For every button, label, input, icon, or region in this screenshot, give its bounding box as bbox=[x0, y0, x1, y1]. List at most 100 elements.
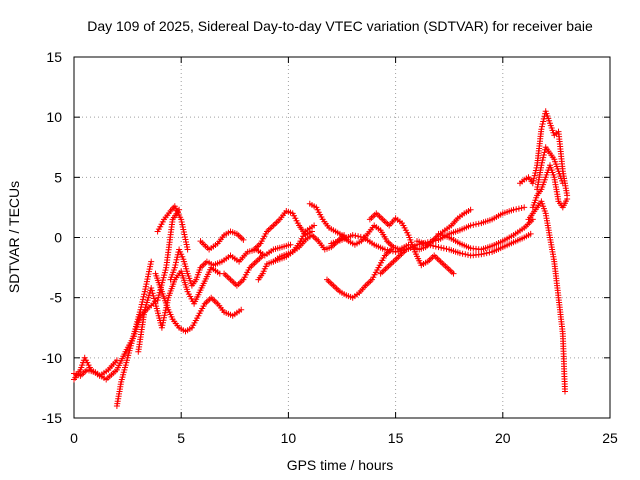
series-line bbox=[137, 266, 221, 352]
data-point-marker bbox=[486, 249, 493, 256]
data-series bbox=[71, 108, 571, 409]
series-track-16 bbox=[366, 210, 457, 277]
x-axis-label: GPS time / hours bbox=[287, 457, 394, 473]
axis-ticks: 0 5 10 15 20 25 -15 -10 -5 0 5 10 15 bbox=[42, 49, 618, 446]
series-track-3 bbox=[113, 258, 155, 409]
data-point-marker bbox=[148, 285, 155, 291]
data-point-marker bbox=[450, 270, 457, 277]
data-point-marker bbox=[151, 295, 157, 302]
data-point-marker bbox=[387, 247, 394, 254]
data-point-marker bbox=[427, 242, 434, 249]
series-track-11 bbox=[270, 232, 348, 265]
series-track-1 bbox=[71, 206, 183, 383]
series-track-19 bbox=[435, 216, 536, 253]
data-point-marker bbox=[140, 293, 147, 300]
data-point-marker bbox=[171, 264, 178, 271]
series-track-4 bbox=[135, 264, 223, 355]
data-point-marker bbox=[355, 233, 362, 240]
data-point-marker bbox=[539, 123, 545, 130]
data-point-marker bbox=[540, 152, 547, 158]
data-point-marker bbox=[238, 306, 245, 313]
data-point-marker bbox=[440, 245, 447, 252]
data-point-marker bbox=[470, 221, 477, 228]
data-point-marker bbox=[352, 232, 359, 239]
data-point-marker bbox=[510, 206, 517, 213]
y-tick-label: -5 bbox=[50, 290, 63, 306]
data-point-marker bbox=[465, 251, 471, 258]
data-point-marker bbox=[357, 233, 364, 240]
data-point-marker bbox=[531, 175, 537, 182]
data-point-marker bbox=[538, 126, 545, 133]
series-track-22 bbox=[525, 198, 568, 395]
data-point-marker bbox=[184, 246, 191, 253]
data-point-marker bbox=[240, 236, 247, 243]
y-tick-label: 5 bbox=[54, 169, 62, 185]
series-track-5 bbox=[152, 270, 245, 335]
data-point-marker bbox=[435, 244, 442, 251]
data-point-marker bbox=[395, 248, 402, 255]
y-tick-label: 10 bbox=[46, 109, 62, 125]
data-point-marker bbox=[150, 292, 157, 299]
data-point-marker bbox=[531, 172, 538, 179]
data-point-marker bbox=[541, 149, 548, 156]
data-point-marker bbox=[443, 245, 450, 252]
x-tick-label: 0 bbox=[70, 430, 78, 446]
data-point-marker bbox=[384, 247, 391, 254]
data-point-marker bbox=[113, 357, 120, 364]
data-point-marker bbox=[475, 220, 482, 227]
x-tick-label: 20 bbox=[495, 430, 511, 446]
y-tick-label: -10 bbox=[42, 350, 62, 366]
data-point-marker bbox=[389, 248, 396, 255]
data-point-marker bbox=[432, 243, 439, 250]
data-point-marker bbox=[172, 262, 179, 268]
data-point-marker bbox=[287, 241, 294, 248]
series-track-18 bbox=[414, 230, 534, 259]
data-point-marker bbox=[562, 388, 568, 395]
data-point-marker bbox=[438, 244, 445, 251]
data-point-marker bbox=[430, 242, 437, 249]
series-track-13 bbox=[306, 200, 412, 253]
data-point-marker bbox=[521, 204, 528, 211]
data-point-marker bbox=[148, 287, 155, 294]
series-track-20 bbox=[517, 108, 571, 199]
series-track-12 bbox=[255, 222, 318, 283]
data-point-marker bbox=[151, 298, 158, 305]
data-point-marker bbox=[381, 246, 388, 253]
chart-title: Day 109 of 2025, Sidereal Day-to-day VTE… bbox=[87, 18, 593, 34]
series-track-14 bbox=[324, 246, 395, 301]
data-point-marker bbox=[483, 250, 490, 257]
series-track-2 bbox=[71, 354, 120, 383]
series-track-9 bbox=[221, 252, 266, 289]
data-point-marker bbox=[139, 296, 146, 303]
x-tick-label: 25 bbox=[602, 430, 618, 446]
data-point-marker bbox=[311, 222, 318, 229]
data-point-marker bbox=[539, 159, 545, 166]
series-track-6 bbox=[154, 203, 191, 253]
data-point-marker bbox=[148, 258, 155, 265]
data-point-marker bbox=[259, 252, 266, 259]
data-point-marker bbox=[462, 251, 469, 258]
y-axis-label: SDTVAR / TECUs bbox=[6, 181, 22, 293]
data-point-marker bbox=[424, 241, 431, 248]
series-track-8 bbox=[197, 228, 247, 253]
y-tick-label: 15 bbox=[46, 49, 62, 65]
x-tick-label: 5 bbox=[177, 430, 185, 446]
data-point-marker bbox=[459, 250, 466, 257]
data-point-marker bbox=[149, 290, 156, 297]
data-point-marker bbox=[518, 205, 525, 211]
y-tick-label: 0 bbox=[54, 230, 62, 246]
data-point-marker bbox=[349, 232, 356, 239]
data-point-marker bbox=[473, 221, 479, 228]
data-point-marker bbox=[515, 205, 522, 212]
data-point-marker bbox=[559, 180, 566, 187]
data-point-marker bbox=[174, 254, 181, 261]
data-point-marker bbox=[540, 118, 547, 125]
data-point-marker bbox=[392, 248, 399, 255]
data-point-marker bbox=[173, 259, 179, 266]
data-point-marker bbox=[538, 162, 545, 169]
series-track-23 bbox=[534, 144, 566, 193]
data-point-marker bbox=[467, 222, 474, 229]
series-track-10 bbox=[251, 208, 315, 253]
data-point-marker bbox=[530, 177, 537, 184]
